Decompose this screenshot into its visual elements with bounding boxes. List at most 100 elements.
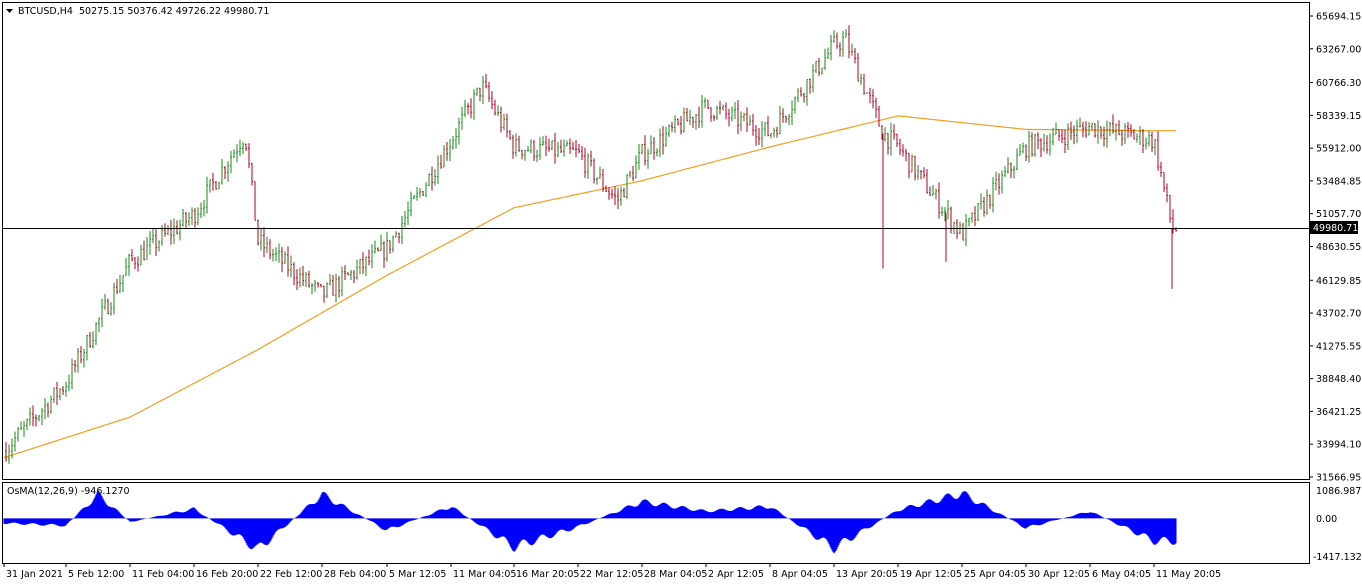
candle — [557, 141, 559, 158]
candle — [854, 48, 856, 64]
candle — [527, 146, 529, 152]
candle — [401, 215, 403, 245]
candle — [77, 347, 79, 373]
candle — [407, 201, 409, 225]
candle — [287, 246, 289, 277]
candle — [317, 282, 319, 288]
candle — [1130, 124, 1132, 137]
candle — [1055, 122, 1057, 135]
ohlc-values: 50275.15 50376.42 49726.22 49980.71 — [79, 6, 269, 17]
price-scale-label: 53484.85 — [1316, 176, 1361, 187]
candle — [1151, 131, 1153, 153]
indicator-label: OsMA(12,26,9) -946.1270 — [7, 486, 130, 497]
candle — [1088, 122, 1090, 136]
candle — [728, 108, 730, 127]
candle — [647, 148, 649, 169]
candle — [1124, 123, 1126, 145]
candle — [1043, 133, 1045, 152]
candle — [500, 106, 502, 133]
candle — [722, 104, 724, 111]
candle — [278, 243, 280, 263]
candle — [1118, 120, 1120, 136]
candle — [17, 426, 19, 442]
candle — [35, 414, 37, 427]
candle — [515, 133, 517, 157]
candle — [1007, 157, 1009, 174]
candle — [818, 57, 820, 77]
indicator-scale-zero: 0.00 — [1316, 514, 1337, 525]
time-scale-label: 19 Apr 12:05 — [900, 569, 962, 580]
candle — [968, 217, 970, 227]
candle — [1121, 129, 1123, 146]
candle — [884, 127, 886, 142]
candle — [812, 64, 814, 93]
candle — [689, 109, 691, 126]
candle — [983, 196, 985, 217]
candle — [611, 188, 613, 199]
candle — [707, 99, 709, 110]
candle — [602, 168, 604, 192]
candle — [746, 107, 748, 132]
candle — [260, 228, 262, 251]
candle — [224, 165, 226, 180]
candle — [104, 293, 106, 310]
candle — [434, 169, 436, 186]
candle — [422, 191, 424, 196]
candle — [719, 100, 721, 115]
candle — [1127, 121, 1129, 138]
candle — [1112, 114, 1114, 134]
candle — [536, 149, 538, 163]
time-scale-label: 2 Apr 12:05 — [708, 569, 764, 580]
candle — [83, 348, 85, 368]
candle — [209, 179, 211, 193]
candle — [344, 265, 346, 281]
candle — [1040, 138, 1042, 158]
time-scale: 31 Jan 2021 5 Feb 12:00 11 Feb 04:00 16 Feb… — [3, 563, 1221, 580]
candle — [1148, 130, 1150, 147]
candle — [359, 259, 361, 274]
candle — [584, 147, 586, 179]
candle — [5, 442, 7, 462]
time-scale-label: 22 Mar 12:05 — [580, 569, 643, 580]
candle — [761, 120, 763, 148]
candle — [911, 154, 913, 173]
candle — [989, 194, 991, 209]
candle — [245, 143, 247, 152]
candle — [353, 270, 355, 284]
candle — [1115, 123, 1117, 141]
candle — [506, 113, 508, 138]
time-scale-label: 28 Feb 04:00 — [324, 569, 386, 580]
candle — [923, 167, 925, 179]
candle — [242, 142, 244, 155]
candle — [143, 240, 145, 261]
candle — [23, 420, 25, 437]
price-scale: 65694.15 63267.00 60766.30 58339.15 55912.00… — [1309, 12, 1361, 484]
candle — [1172, 209, 1174, 234]
time-scale-label: 11 Mar 04:05 — [453, 569, 516, 580]
indicator-scale-bottom: -1417.1327 — [1313, 552, 1362, 563]
candle — [1073, 125, 1075, 145]
candle — [1136, 133, 1138, 143]
candle — [521, 150, 523, 160]
candle — [371, 244, 373, 269]
candle — [815, 60, 817, 74]
candle — [26, 418, 28, 431]
candle — [257, 219, 259, 246]
candle — [470, 98, 472, 119]
candle — [335, 273, 337, 303]
candle — [38, 414, 40, 422]
candle — [248, 143, 250, 169]
candle — [467, 103, 469, 115]
candle — [437, 155, 439, 184]
candle — [488, 82, 490, 102]
candle — [695, 113, 697, 130]
candle — [638, 144, 640, 170]
candle — [713, 114, 715, 121]
candle — [146, 236, 148, 260]
triangle-down-icon[interactable] — [6, 9, 13, 13]
candle — [362, 252, 364, 274]
candle — [98, 317, 100, 333]
candle — [641, 143, 643, 155]
candle — [293, 262, 295, 286]
